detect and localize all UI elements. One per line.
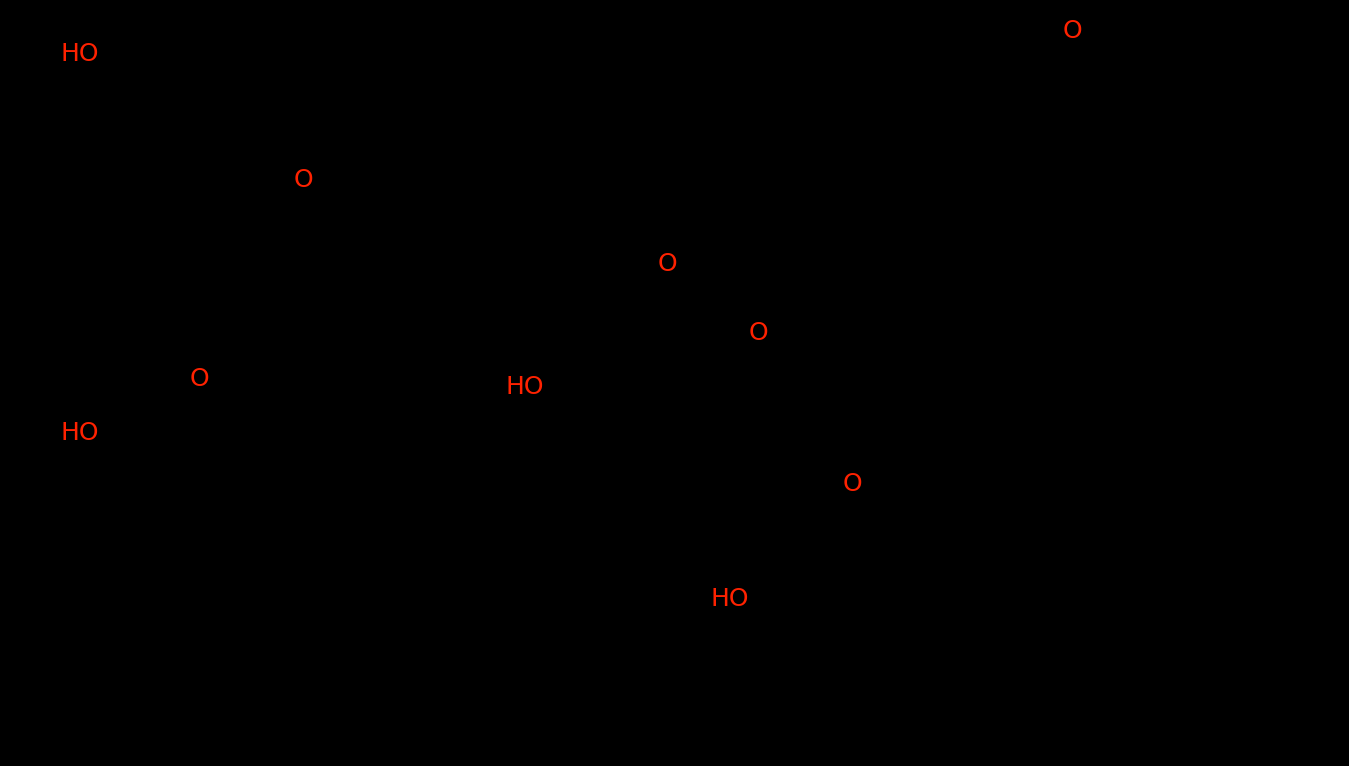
Text: HO: HO <box>61 421 100 445</box>
Text: O: O <box>658 252 677 277</box>
Text: O: O <box>190 367 209 391</box>
Text: O: O <box>1063 18 1082 43</box>
Text: O: O <box>843 472 862 496</box>
Text: HO: HO <box>61 41 100 66</box>
Text: O: O <box>294 168 313 192</box>
Text: O: O <box>749 321 768 345</box>
Text: HO: HO <box>506 375 545 399</box>
Text: HO: HO <box>711 587 750 611</box>
